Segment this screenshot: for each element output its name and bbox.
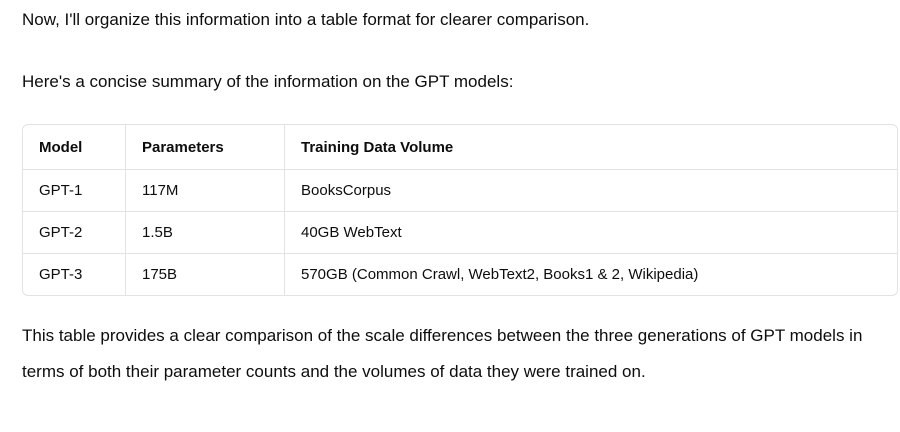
intro-text: Now, I'll organize this information into… — [22, 10, 590, 29]
summary-heading: Here's a concise summary of the informat… — [22, 72, 514, 91]
header-parameters: Parameters — [125, 125, 285, 170]
cell-parameters: 175B — [125, 253, 285, 295]
table-row: GPT-2 1.5B 40GB WebText — [23, 211, 897, 254]
cell-training-data: 40GB WebText — [284, 211, 897, 254]
cell-parameters: 1.5B — [125, 211, 285, 254]
cell-training-data: 570GB (Common Crawl, WebText2, Books1 & … — [301, 266, 699, 283]
header-training-data: Training Data Volume — [284, 125, 897, 170]
conclusion-text: This table provides a clear comparison o… — [22, 326, 863, 381]
cell-model: GPT-1 — [23, 169, 126, 212]
comparison-table: Model Parameters Training Data Volume GP… — [23, 125, 897, 295]
table-row: GPT-1 117M BooksCorpus — [23, 169, 897, 212]
cell-model: GPT-3 — [23, 253, 126, 295]
header-model: Model — [23, 125, 126, 170]
table-row: GPT-3 175B 570GB (Common Crawl, WebText2… — [23, 253, 897, 295]
cell-parameters: 117M — [125, 169, 285, 212]
comparison-table-container: Model Parameters Training Data Volume GP… — [22, 124, 898, 296]
table-header-row: Model Parameters Training Data Volume — [23, 125, 897, 170]
cell-training-data: BooksCorpus — [284, 169, 897, 212]
cell-model: GPT-2 — [23, 211, 126, 254]
